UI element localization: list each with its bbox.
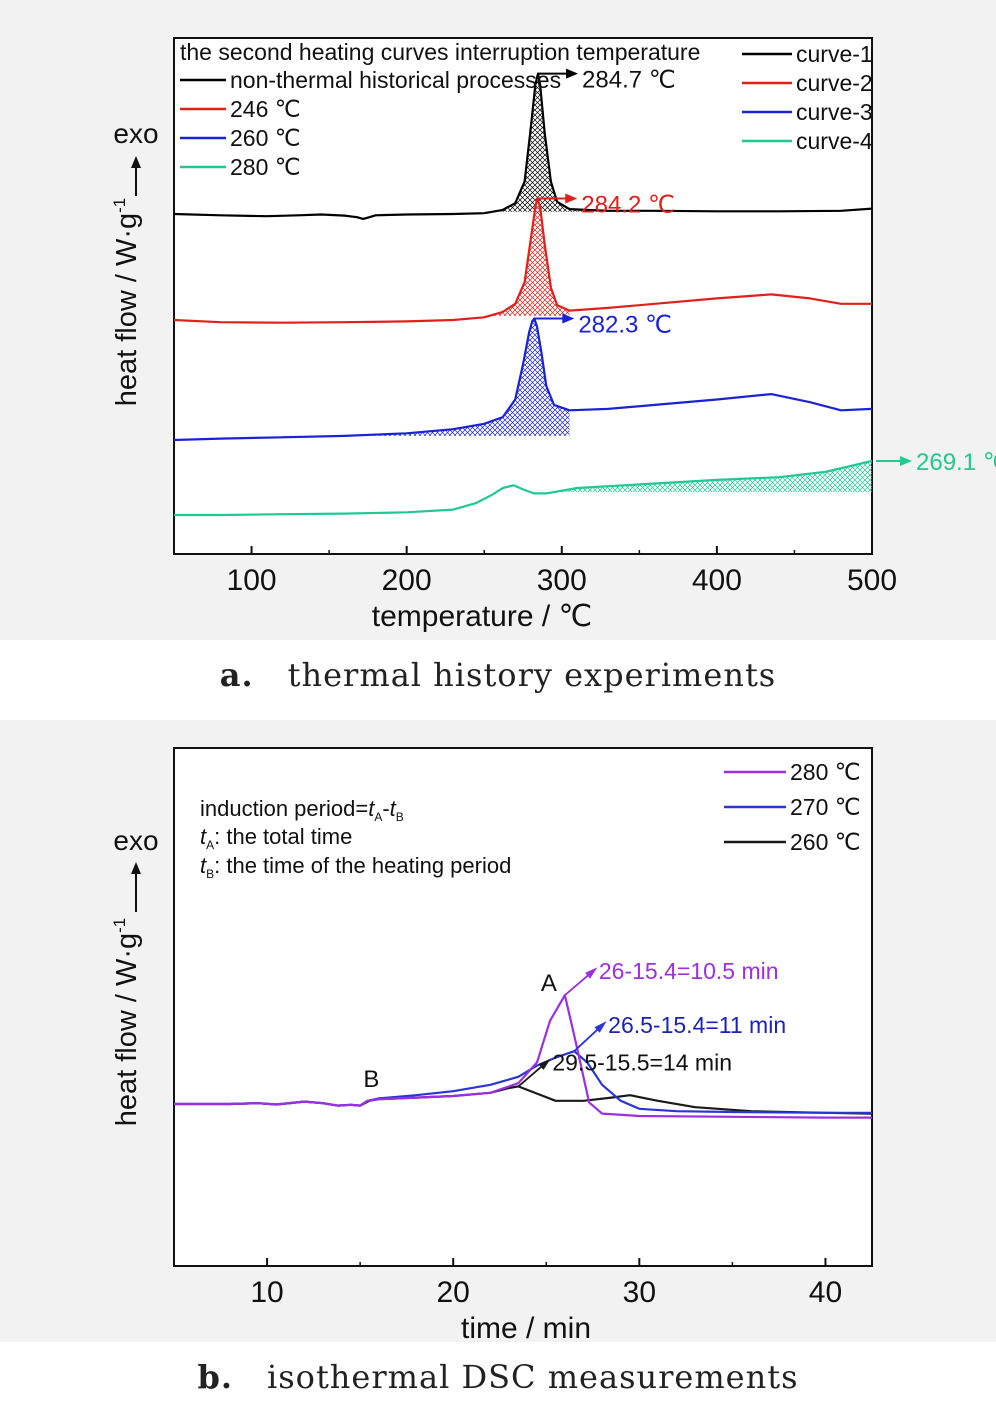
exo-arrowhead-b — [131, 862, 141, 874]
caption-a-text: thermal history experiments — [287, 656, 777, 694]
x-tick-label-a-3: 400 — [692, 564, 742, 597]
legend-right-entry-1: curve-2 — [796, 70, 873, 96]
peak-label-curve-1: 284.7 ℃ — [582, 67, 676, 94]
annotation-label-1: 26.5-15.4=11 min — [608, 1012, 786, 1038]
series-line-curve-4 — [174, 459, 873, 517]
peak-arrow-curve-1-head — [566, 68, 579, 79]
point-label-a: A — [541, 970, 557, 997]
x-axis-label-b: time / min — [461, 1312, 591, 1342]
x-tick-label-b-2: 30 — [623, 1276, 656, 1309]
peak-area-curve-1 — [484, 73, 609, 214]
x-axis-label-a: temperature / ℃ — [372, 600, 592, 633]
note-heating-period: tB: the time of the heating period — [200, 853, 511, 881]
x-tick-label-a-0: 100 — [227, 564, 277, 597]
series-line-280 ℃ — [174, 994, 872, 1119]
exo-label-b: exo — [113, 825, 158, 856]
peak-label-curve-3: 282.3 ℃ — [578, 312, 672, 339]
x-tick-label-a-1: 200 — [382, 564, 432, 597]
annotation-arrowhead-0 — [585, 967, 598, 979]
x-tick-label-b-1: 20 — [437, 1276, 470, 1309]
exo-arrowhead-a — [131, 156, 141, 168]
plot-area-b — [173, 747, 873, 1267]
legend-right-entry-2: curve-3 — [796, 99, 873, 125]
caption-b-text: isothermal DSC measurements — [267, 1358, 799, 1396]
annotation-arrowhead-2 — [538, 1058, 551, 1070]
annotation-arrowhead-1 — [594, 1021, 607, 1033]
point-label-b: B — [363, 1066, 379, 1093]
legend-right-entry-3: curve-4 — [796, 128, 873, 154]
caption-b: b. isothermal DSC measurements — [0, 1358, 996, 1396]
chart-b: 10 20 30 40 heat flow / W·g-1 exo time / min 26… — [110, 747, 873, 1342]
caption-a-label: a. — [219, 656, 254, 694]
peak-arrow-curve-4-head — [900, 456, 912, 466]
note-induction-period: induction period=tA-tB — [200, 796, 404, 824]
peak-label-curve-2: 284.2 ℃ — [581, 192, 675, 219]
note-total-time: tA: the total time — [200, 824, 352, 852]
legend-left-entry-0: non-thermal historical processes — [230, 67, 561, 93]
x-tick-label-b-0: 10 — [250, 1276, 283, 1309]
peak-area-curve-3 — [282, 318, 570, 438]
chart-a: 100 200 300 400 500 heat flow / W·g-1 exo tempe… — [110, 37, 996, 633]
annotation-label-2: 29.5-15.5=14 min — [552, 1049, 732, 1075]
legend-left-entry-2: 260 ℃ — [230, 125, 301, 151]
series-line-curve-1 — [173, 72, 873, 220]
caption-a: a. thermal history experiments — [0, 656, 996, 694]
y-axis-label-a: heat flow / W·g-1 — [110, 198, 143, 407]
peak-arrow-curve-2-head — [565, 193, 578, 204]
x-tick-label-a-4: 500 — [847, 564, 897, 597]
caption-b-label: b. — [197, 1358, 234, 1396]
peak-arrow-curve-3-head — [562, 313, 575, 324]
x-tick-label-b-3: 40 — [809, 1276, 842, 1309]
legend-right-entry-0: curve-1 — [796, 41, 873, 67]
panel-a: 100 200 300 400 500 heat flow / W·g-1 exo tempe… — [0, 0, 996, 640]
x-tick-label-a-2: 300 — [537, 564, 587, 597]
series-line-curve-3 — [173, 317, 873, 442]
annotation-label-0: 26-15.4=10.5 min — [599, 958, 779, 984]
legend-left-entry-1: 246 ℃ — [230, 96, 301, 122]
panel-b: 10 20 30 40 heat flow / W·g-1 exo time / min 26… — [0, 720, 996, 1342]
y-axis-label-b: heat flow / W·g-1 — [110, 918, 143, 1127]
legend-left-entry-3: 280 ℃ — [230, 154, 301, 180]
legend-entry-b-1: 270 ℃ — [790, 794, 861, 820]
peak-label-curve-4: 269.1 ℃ — [916, 449, 996, 476]
peak-area-curve-2 — [484, 198, 570, 318]
legend-left-title: the second heating curves interruption t… — [180, 39, 700, 65]
legend-entry-b-2: 260 ℃ — [790, 829, 861, 855]
exo-label-a: exo — [113, 118, 158, 149]
legend-entry-b-0: 280 ℃ — [790, 759, 861, 785]
